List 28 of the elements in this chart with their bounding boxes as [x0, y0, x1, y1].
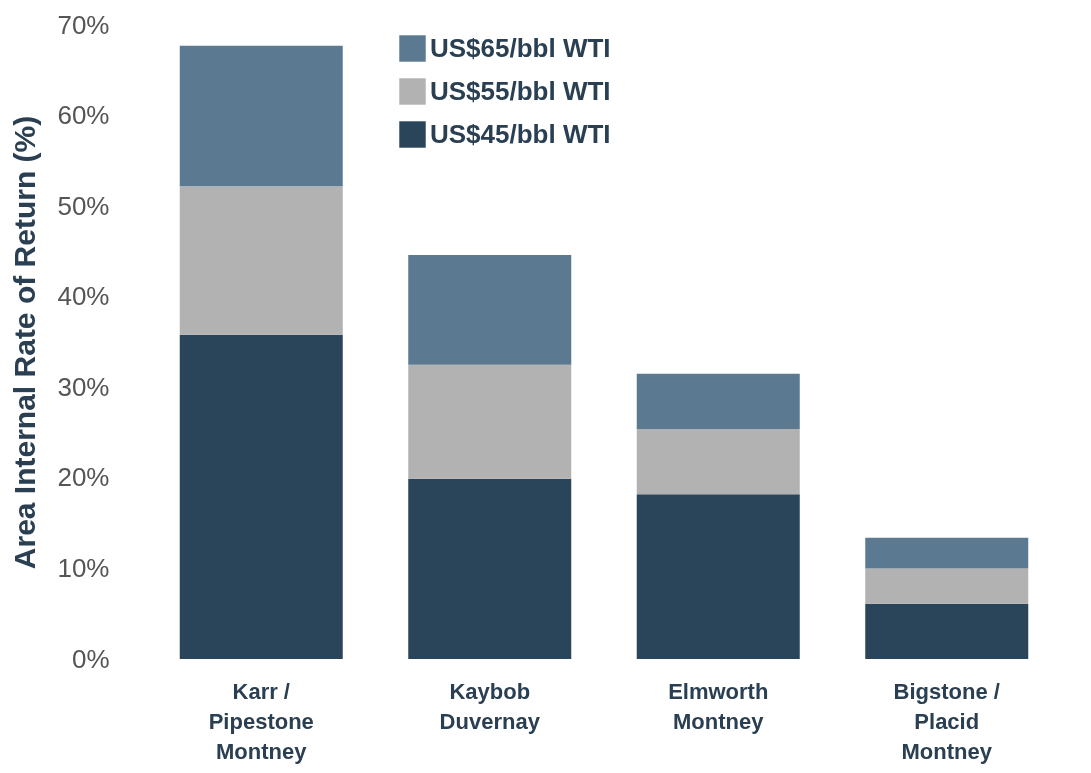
y-tick-label: 0% — [71, 643, 110, 674]
bar — [865, 603, 1029, 659]
bar — [179, 45, 343, 187]
legend-label: US$45/bbl WTI — [430, 118, 611, 149]
bar — [408, 478, 572, 659]
y-tick-label: 10% — [57, 552, 110, 583]
bar — [636, 373, 800, 429]
legend-label: US$65/bbl WTI — [430, 32, 611, 63]
bar — [179, 334, 343, 659]
legend-label: US$55/bbl WTI — [430, 75, 611, 106]
y-tick-label: 70% — [57, 9, 110, 40]
bar — [179, 186, 343, 335]
y-tick-label: 30% — [57, 371, 110, 402]
x-tick-label: Elmworth Montney — [668, 678, 769, 734]
y-tick-label: 60% — [57, 100, 110, 131]
x-tick-label: Bigstone / Placid Montney — [893, 678, 1000, 764]
y-tick-label: 20% — [57, 462, 110, 493]
bar — [636, 428, 800, 495]
y-tick-label: 50% — [57, 190, 110, 221]
x-tick-label: Kaybob Duvernay — [439, 678, 541, 734]
y-axis-title: Area Internal Rate of Return (%) — [8, 115, 42, 570]
bar — [865, 568, 1029, 604]
bar — [408, 255, 572, 365]
bar — [865, 537, 1029, 569]
y-tick-label: 40% — [57, 281, 110, 312]
x-tick-label: Karr / Pipestone Montney — [208, 678, 314, 764]
bar — [408, 364, 572, 479]
bar — [636, 494, 800, 659]
